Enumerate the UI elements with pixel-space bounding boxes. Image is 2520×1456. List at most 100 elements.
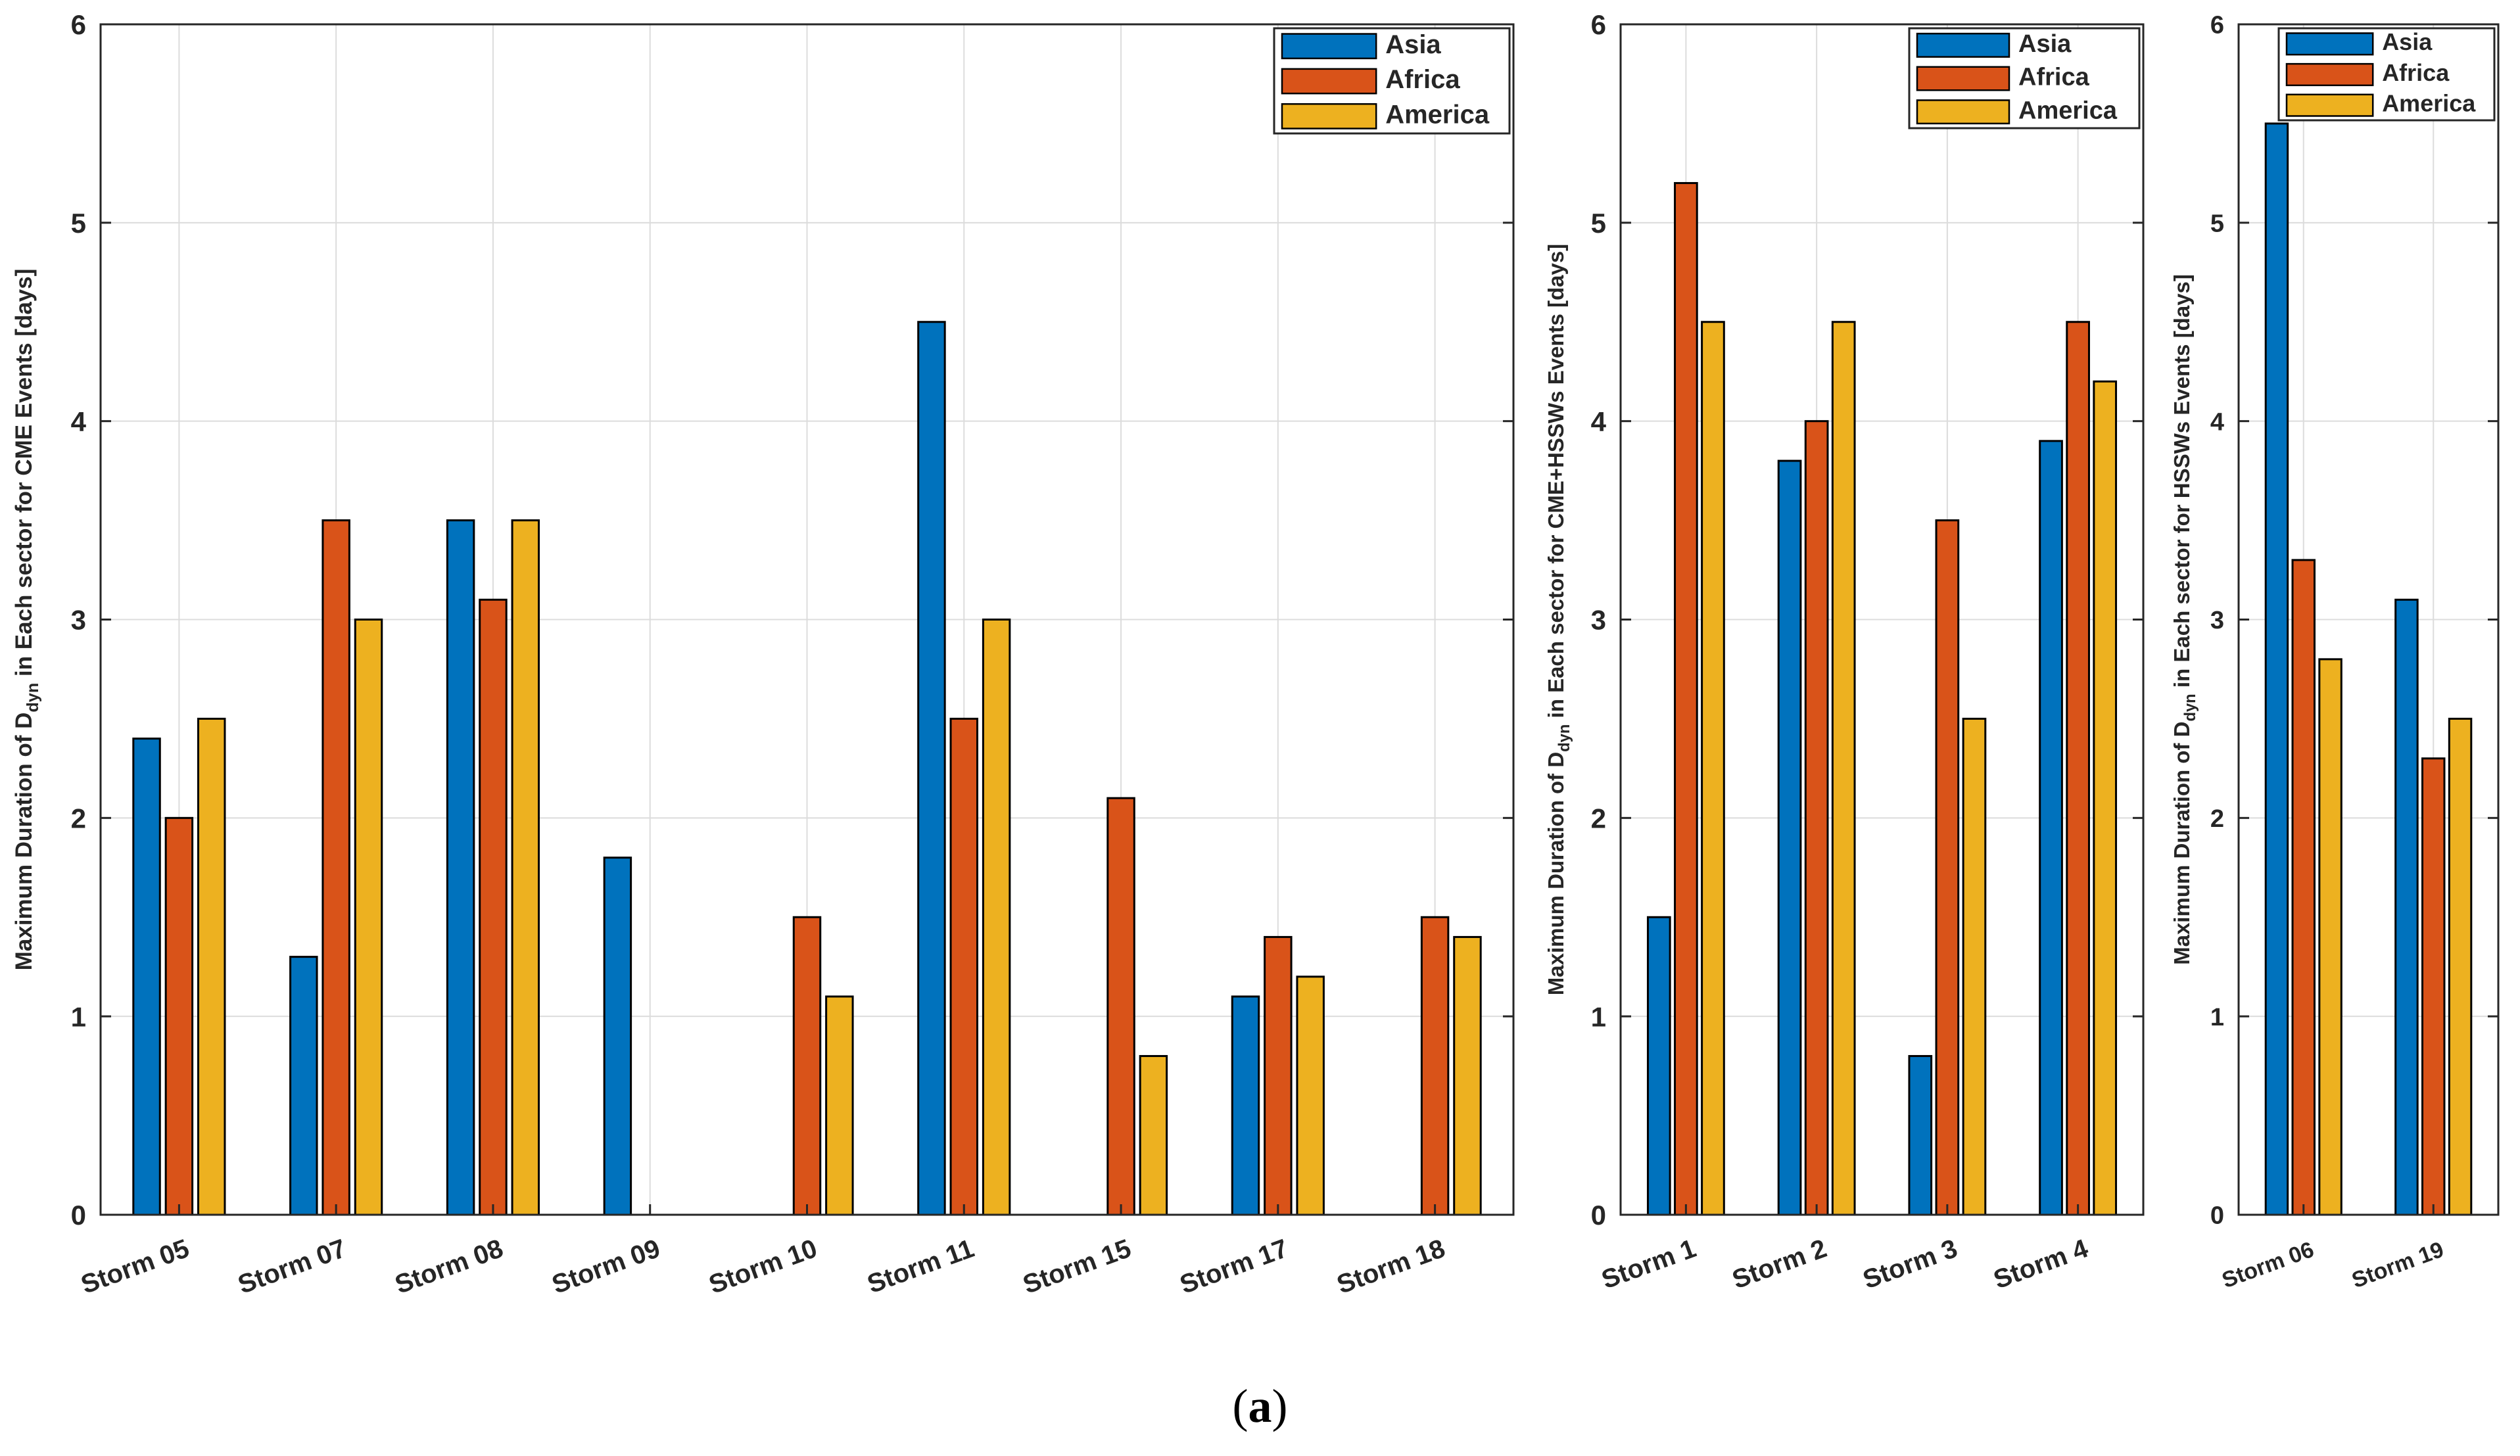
x-tick-label: Storm 15: [1019, 1234, 1135, 1300]
caption-close: ): [1272, 1380, 1288, 1432]
bar-asia-storm-07: [289, 956, 318, 1216]
legend-swatch-america: [1916, 99, 2010, 125]
y-tick-label: 0: [1591, 1200, 1606, 1231]
y-tick-label: 4: [71, 406, 87, 437]
bar-asia-storm-3: [1908, 1055, 1933, 1216]
bar-africa-storm-05: [164, 816, 194, 1216]
x-tick-label: Storm 07: [234, 1234, 350, 1300]
bar-africa-storm-2: [1804, 420, 1829, 1216]
caption-letter: a: [1248, 1380, 1272, 1432]
bar-asia-storm-17: [1231, 995, 1260, 1216]
y-tick-label: 2: [1591, 803, 1606, 834]
x-tick-label: Storm 11: [864, 1234, 978, 1299]
bar-america-storm-17: [1296, 975, 1325, 1216]
bar-america-storm-1: [1701, 321, 1725, 1216]
bar-asia-storm-2: [1777, 459, 1802, 1216]
y-tick-label: 3: [71, 605, 86, 636]
legend-label-africa: Africa: [2382, 59, 2450, 86]
bar-asia-storm-19: [2394, 598, 2419, 1216]
bar-asia-storm-4: [2039, 440, 2063, 1216]
legend-label-asia: Asia: [2018, 30, 2072, 58]
bar-africa-storm-17: [1264, 935, 1293, 1216]
y-tick-label: 2: [2210, 805, 2224, 833]
chart-panel-2: 0 1 2 3 4 5 6 Storm 1 Storm 2 Storm 3 Storm 4 Maxim…: [1544, 9, 2145, 1295]
bar-africa-storm-11: [949, 717, 979, 1216]
bar-africa-storm-3: [1935, 519, 1960, 1216]
bar-america-storm-2: [1831, 321, 1856, 1216]
bar-africa-storm-1: [1674, 181, 1698, 1216]
legend-label-africa: Africa: [1385, 65, 1460, 94]
y-tick-label: 5: [2210, 210, 2224, 238]
x-tick-label: Storm 1: [1598, 1234, 1700, 1294]
x-tick-label: Storm 18: [1333, 1234, 1449, 1300]
bar-america-storm-06: [2318, 658, 2342, 1216]
y-tick-label: 0: [2210, 1202, 2224, 1230]
bar-america-storm-18: [1453, 935, 1482, 1216]
bar-asia-storm-08: [446, 519, 475, 1216]
y-tick-label: 6: [2210, 12, 2224, 39]
legend-swatch-africa: [1916, 66, 2010, 91]
y-axis-label: Maximum Duration of Ddyn in Each sector …: [1544, 244, 1573, 995]
bar-africa-storm-10: [792, 916, 822, 1216]
bar-america-storm-15: [1139, 1055, 1168, 1216]
caption-open: (: [1232, 1380, 1248, 1432]
legend-swatch-america: [1281, 103, 1377, 129]
bar-africa-storm-08: [479, 598, 508, 1216]
bar-america-storm-08: [511, 519, 540, 1216]
figure-caption: (a): [0, 1379, 2520, 1434]
x-tick-label: Storm 10: [705, 1234, 821, 1300]
y-tick-label: 2: [71, 803, 86, 834]
legend-swatch-america: [2285, 93, 2374, 117]
legend-label-america: America: [2382, 89, 2476, 116]
y-tick-label: 1: [1591, 1001, 1606, 1032]
legend-label-asia: Asia: [1385, 30, 1441, 59]
bar-america-storm-07: [354, 619, 383, 1216]
bar-africa-storm-19: [2421, 757, 2446, 1216]
y-axis-label: Maximum Duration of Ddyn in Each sector …: [2170, 274, 2199, 965]
bar-africa-storm-07: [321, 519, 350, 1216]
legend: Asia Africa America: [1908, 27, 2141, 129]
x-tick-label: Storm 4: [1990, 1234, 2093, 1295]
y-tick-label: 5: [71, 208, 86, 239]
legend-label-asia: Asia: [2382, 28, 2433, 55]
bar-africa-storm-15: [1106, 797, 1135, 1216]
y-tick-label: 4: [1591, 406, 1607, 437]
x-tick-label: Storm 17: [1176, 1234, 1292, 1300]
bar-asia-storm-05: [132, 738, 161, 1216]
y-tick-label: 3: [1591, 605, 1606, 636]
x-tick-label: Storm 09: [548, 1234, 664, 1300]
legend-swatch-africa: [2285, 62, 2374, 87]
y-tick-label: 5: [1591, 208, 1606, 239]
y-axis-label: Maximum Duration of Ddyn in Each sector …: [11, 269, 42, 971]
x-tick-label: Storm 05: [78, 1234, 193, 1300]
y-tick-label: 3: [2210, 607, 2224, 634]
y-tick-label: 0: [71, 1200, 86, 1231]
bar-africa-storm-06: [2291, 559, 2316, 1216]
bar-america-storm-11: [982, 619, 1011, 1216]
x-tick-label: Storm 19: [2348, 1237, 2447, 1293]
y-tick-label: 6: [71, 9, 86, 40]
bar-america-storm-3: [1962, 717, 1987, 1216]
bar-america-storm-19: [2448, 717, 2473, 1216]
legend-swatch-asia: [1916, 32, 2010, 58]
bar-asia-storm-06: [2264, 122, 2289, 1216]
legend-swatch-africa: [1281, 68, 1377, 95]
x-tick-label: Storm 08: [391, 1234, 507, 1300]
bar-africa-storm-18: [1420, 916, 1450, 1216]
bar-asia-storm-09: [603, 857, 632, 1216]
bar-asia-storm-11: [917, 321, 946, 1216]
bar-africa-storm-4: [2066, 321, 2090, 1216]
legend-label-america: America: [1385, 101, 1490, 129]
legend: Asia Africa America: [1273, 27, 1511, 135]
bar-america-storm-05: [197, 717, 226, 1216]
bar-asia-storm-1: [1646, 916, 1671, 1216]
x-tick-label: Storm 3: [1859, 1234, 1961, 1294]
y-tick-label: 1: [71, 1001, 86, 1032]
legend-swatch-asia: [1281, 33, 1377, 60]
chart-panel-1: 0 1 2 3 4 5 6 Storm 05 Storm 07 Storm 08 Storm 09 S…: [11, 9, 1515, 1300]
legend: Asia Africa America: [2277, 27, 2496, 122]
legend-label-america: America: [2018, 97, 2118, 124]
y-tick-label: 6: [1591, 9, 1606, 40]
